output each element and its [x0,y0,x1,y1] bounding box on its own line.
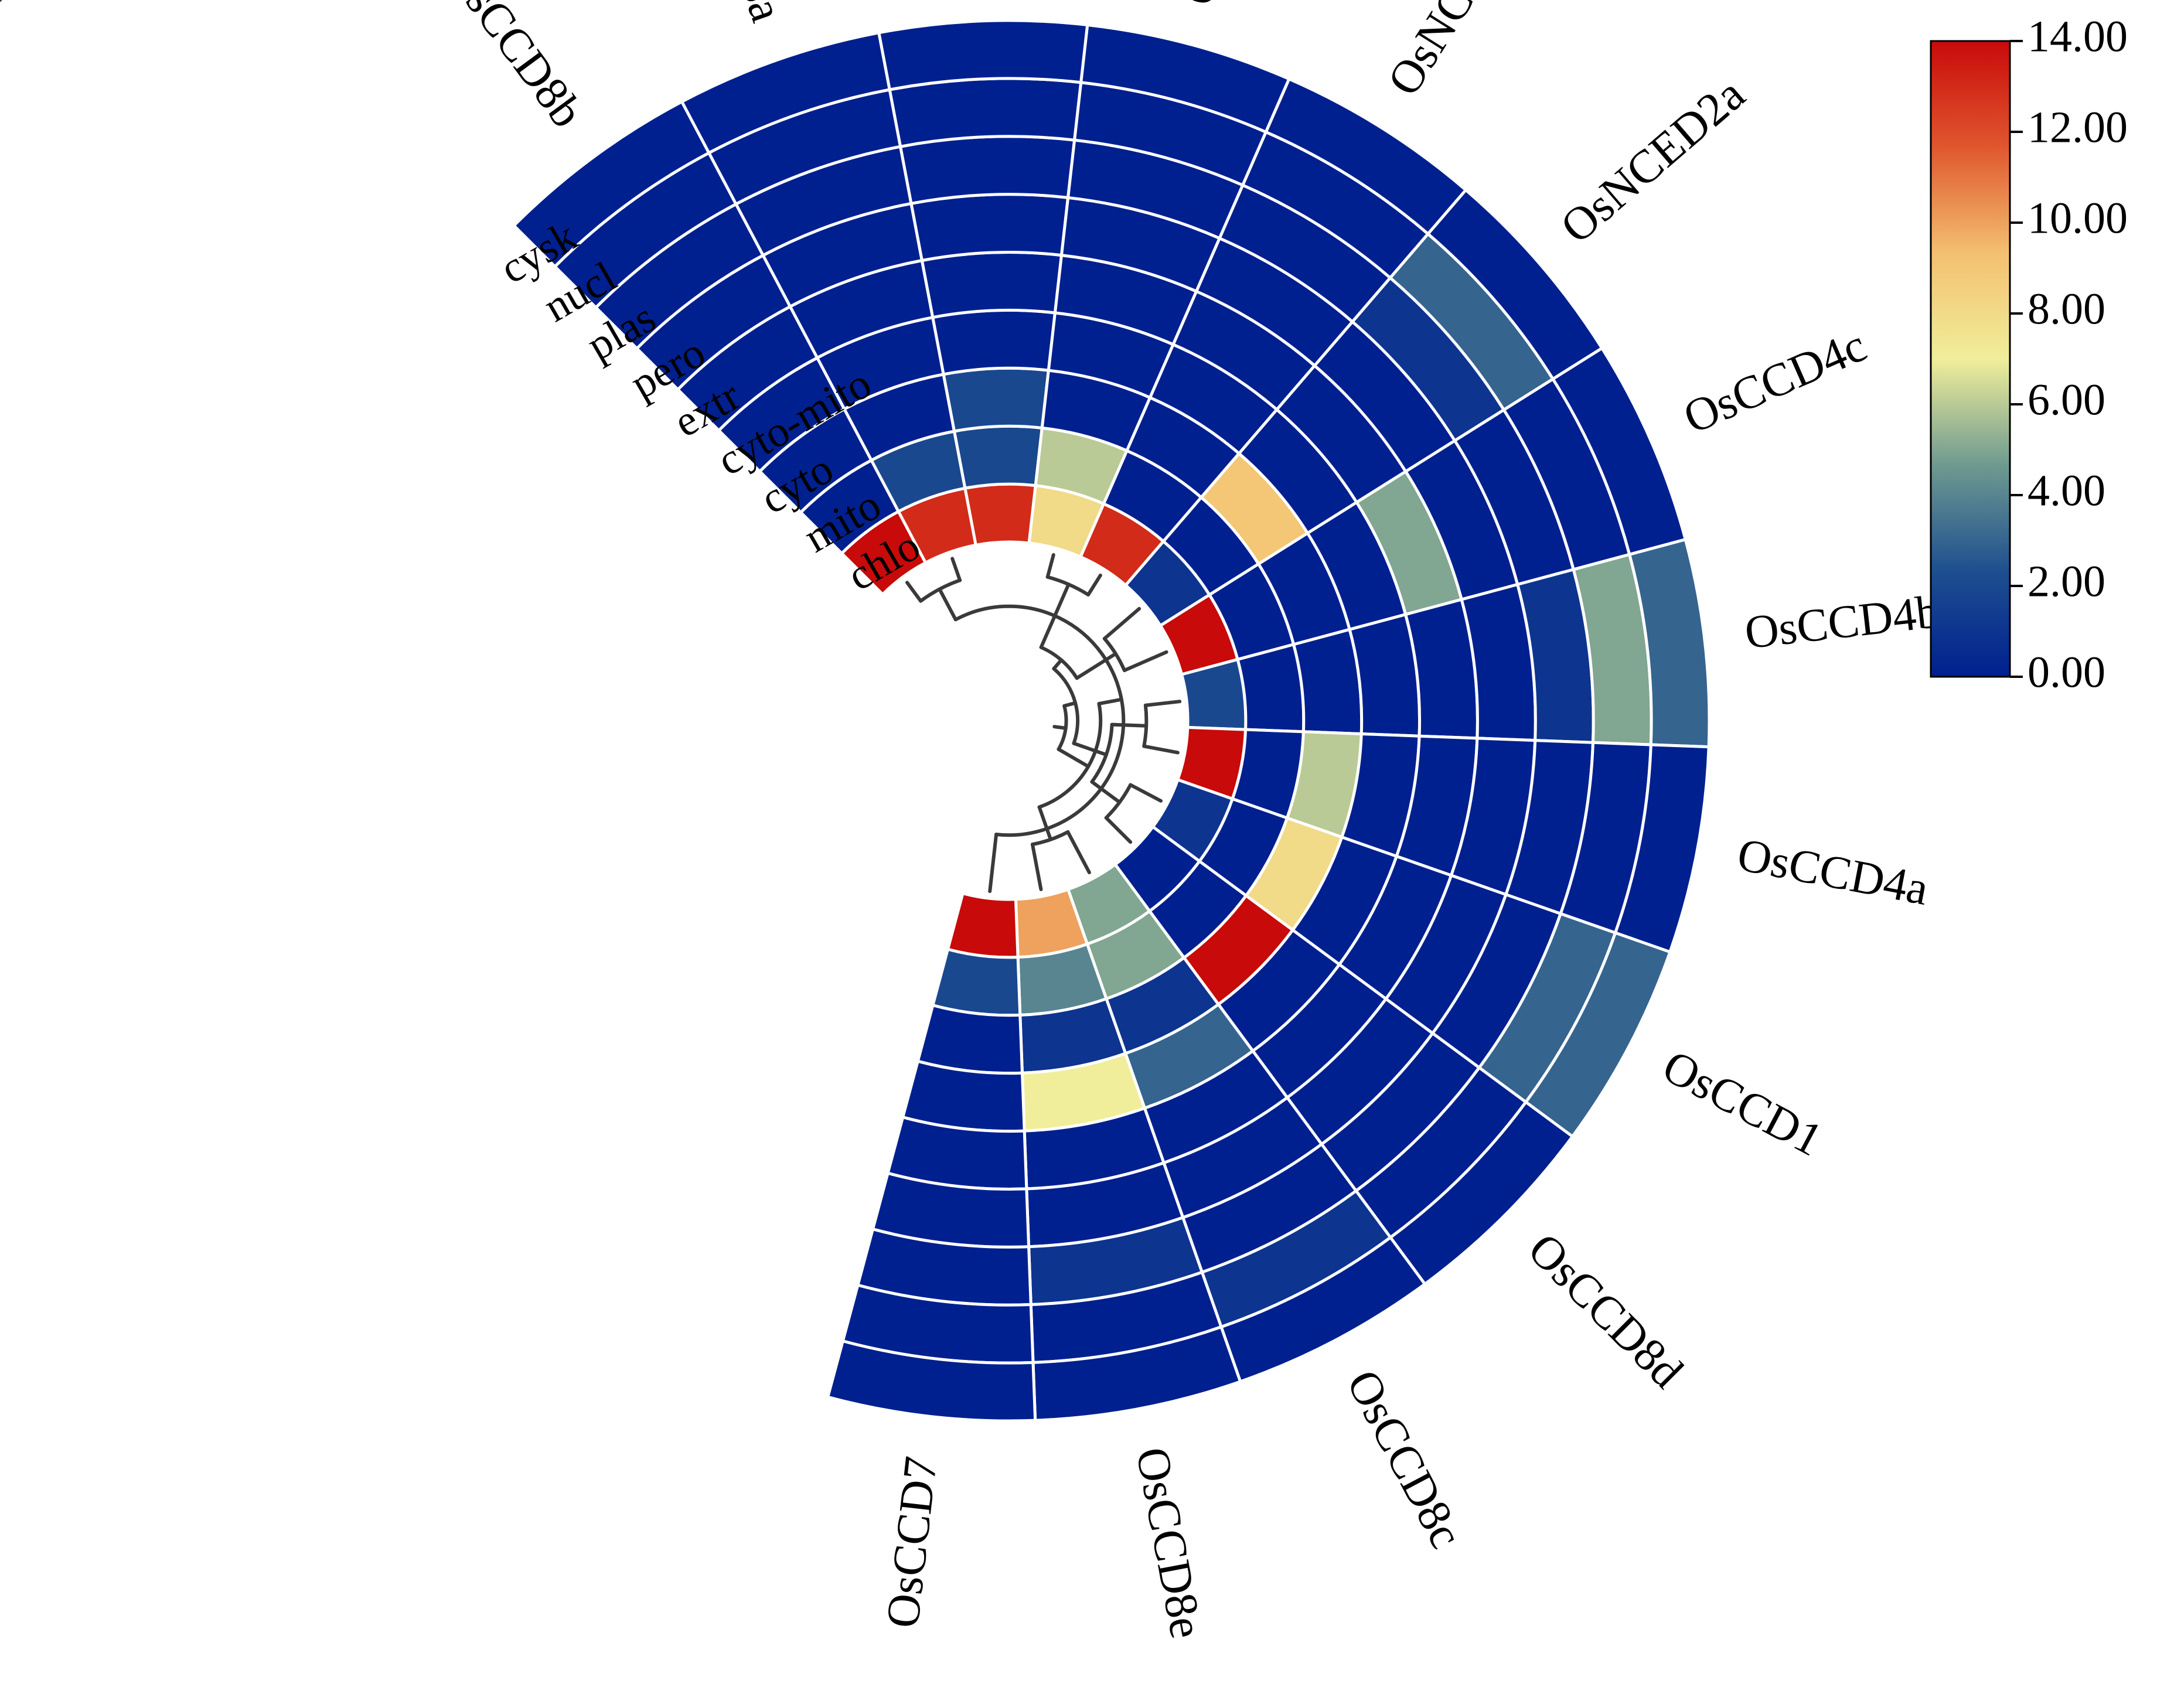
tree-branch [988,833,999,894]
tree-arc [953,604,1126,837]
tree-branch [1052,658,1064,671]
tree-branch [1052,725,1068,730]
gene-label: OsNCD2b [1378,0,1526,104]
gene-label: OsCCD8d [1518,1223,1693,1398]
tree-branch [950,557,962,582]
heatmap-cell-OsCCD7-cysk [826,1339,1037,1423]
colorbar-tick-label: 14.00 [2028,12,2128,61]
tree-branch [1062,701,1078,708]
tree-branch [1086,573,1102,597]
heatmap-cell-OsNCED5-chlo [963,482,1037,547]
colorbar-tick-label: 2.00 [2028,557,2105,606]
heatmap-cell-OsCCD4b-cyto [1292,628,1364,736]
gene-label: OsCCD8a [680,0,793,28]
gene-label: OsNCED3 [1172,0,1275,11]
colorbar: 0.00 2.00 4.00 6.00 8.00 10.00 12.00 14.00 [1930,12,2128,697]
heatmap-cell-OsNCED5-nucl [888,77,1083,149]
colorbar-tick-label: 6.00 [2028,375,2105,424]
heatmap-cell-OsCCD7-cyto [916,1003,1024,1075]
tree-branch [905,581,923,603]
dendrogram [0,0,1182,894]
heatmap-cell-OsNCED5-mito [952,424,1044,490]
tree-branch [1110,722,1149,728]
colorbar-tick-label: 4.00 [2028,466,2105,515]
gene-label: OsCCD8b [436,0,594,137]
gene-label: OsCCD8e [1126,1443,1212,1642]
tree-branch [1075,652,1117,680]
colorbar-gradient [1930,40,2011,678]
gene-label: OsCCD1 [1654,1040,1831,1166]
tree-branch [1045,553,1055,579]
heatmap-ring [512,19,1711,1423]
heatmap-cell-OsNCED5-plas [898,135,1076,206]
tree-branch [1129,783,1163,803]
heatmap-cell-OsCCD7-chlo [946,891,1020,959]
heatmap-cell-OsCCD7-mito [931,947,1022,1017]
tree-branch [938,587,957,622]
gene-label: OsCCD4a [1733,829,1933,915]
tree-branch [1122,650,1168,673]
tree-branch [1142,744,1180,755]
tree-branch [1072,741,1108,757]
gene-label: OsNCED2a [1551,68,1754,253]
gene-label: OsCCD4b [1742,586,1942,659]
heatmap-cell-OsCCD4b-mito [1236,642,1306,734]
tree-branch [1066,830,1091,875]
heatmap-cell-OsNCED5-extr [920,251,1064,319]
tree-branch [1030,843,1043,891]
gene-label: OsCCD7 [877,1454,947,1630]
gene-label: OsCCD4c [1676,319,1874,444]
tree-branch [1104,816,1133,844]
tree-branch [1057,747,1091,769]
heatmap-cell-OsNCED5-cyto [942,366,1051,433]
tree-branch [1039,582,1071,649]
colorbar-tick-label: 8.00 [2028,284,2105,333]
gene-label: OsCCD8c [1337,1362,1472,1556]
colorbar-tick-label: 12.00 [2028,103,2128,152]
heatmap-cell-OsNCED5-pero [909,193,1070,262]
tree-branch [1143,700,1182,707]
colorbar-tick-label: 10.00 [2028,193,2128,243]
colorbar-tick-label: 0.00 [2028,647,2105,697]
tree-branch [1037,805,1052,841]
heatmap-cell-OsNCED5-cyto-mito [931,308,1057,376]
tree-branch [1097,697,1123,705]
tree-branch [1102,606,1141,640]
tree-branch [1090,780,1122,804]
heatmap-cell-OsNCED5-cysk [877,19,1089,91]
